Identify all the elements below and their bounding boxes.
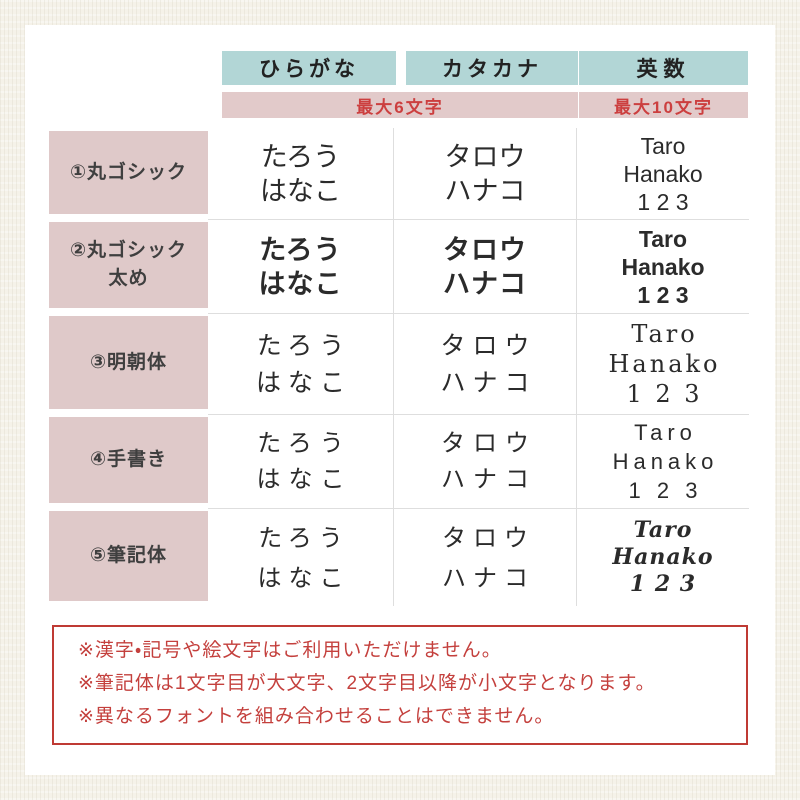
table-row-maru-gothic: ①丸ゴシック たろう はなこ タロウ ハナコ Taro Hanako 1 2 3: [49, 128, 748, 219]
sample-line: 1 2 3: [628, 478, 703, 503]
cell-hiragana: たろう はなこ: [208, 508, 393, 606]
content-card: ひらがな カタカナ 英数 最大6文字 最大10文字 ①丸ゴシック たろう はなこ: [25, 25, 775, 775]
cell-hiragana: たろう はなこ: [208, 128, 393, 219]
sample-line: Taro: [633, 517, 693, 543]
cell-alnum: Taro Hanako 1 2 3: [576, 508, 749, 606]
row-label-cell: ①丸ゴシック: [49, 128, 208, 219]
sample-line: はなこ: [257, 563, 351, 592]
table-row-hikkitai: ⑤筆記体 たろう はなこ タロウ ハナコ Taro Hanako 1 2 3: [49, 508, 749, 606]
sample-line: たろう: [256, 331, 352, 360]
sample-line: タロウ: [442, 523, 535, 552]
row-label-cell: ④手書き: [49, 414, 208, 508]
sample-line: Hanako: [621, 253, 705, 280]
row-label-text-line2: 太め: [108, 268, 149, 289]
sample-line: タロウ: [441, 429, 537, 457]
sample-line: Taro: [640, 132, 686, 159]
sample-line: Taro: [631, 320, 698, 348]
sample-line: Taro: [638, 225, 688, 252]
cell-katakana: タロウ ハナコ: [393, 414, 576, 508]
character-limit-row: 最大6文字 最大10文字: [49, 92, 748, 118]
sample-line: 1 2 3: [637, 281, 689, 308]
note-line-kanji: ※漢字・記号や絵文字はご利用いただけません。: [78, 640, 502, 661]
sample-line: ハナコ: [441, 465, 537, 493]
font-sample-table: ひらがな カタカナ 英数 最大6文字 最大10文字 ①丸ゴシック たろう はなこ: [49, 51, 749, 606]
sample-line: Taro: [634, 420, 697, 445]
row-label: ⑤筆記体: [49, 511, 208, 601]
sample-line: はなこ: [260, 175, 341, 206]
row-label: ①丸ゴシック: [49, 131, 208, 214]
sample-line: 1 2 3: [626, 380, 703, 408]
sample-line: タロウ: [444, 141, 526, 172]
cell-katakana: タロウ ハナコ: [393, 128, 576, 219]
sample-line: たろう: [258, 523, 350, 552]
limit-spacer: [49, 92, 222, 118]
row-label-cell: ②丸ゴシック 太め: [49, 219, 208, 313]
limit-badge-alnum: 最大10文字: [579, 92, 748, 118]
table-row-tegaki: ④手書き たろう はなこ タロウ ハナコ Taro Hanako 1 2 3: [49, 414, 749, 508]
limit-badge-kana: 最大6文字: [222, 92, 578, 118]
cell-katakana: タロウ ハナコ: [393, 508, 576, 606]
table-row-maru-gothic-bold: ②丸ゴシック 太め たろう はなこ タロウ ハナコ Taro Hanako 1 …: [49, 219, 749, 313]
sample-line: たろう: [259, 234, 342, 265]
sample-line: タロウ: [443, 234, 527, 265]
cell-hiragana: たろう はなこ: [208, 313, 393, 414]
note-line-mixing-fonts: ※異なるフォントを組み合わせることはできません。: [78, 706, 555, 727]
row-label-text: ②丸ゴシック: [69, 240, 188, 262]
row-label-text: ⑤筆記体: [89, 545, 168, 567]
cell-hiragana: たろう はなこ: [208, 219, 393, 313]
table-body: ①丸ゴシック たろう はなこ タロウ ハナコ Taro Hanako 1 2 3: [49, 128, 749, 606]
cell-katakana: タロウ ハナコ: [393, 219, 576, 313]
cell-alnum: Taro Hanako 1 2 3: [576, 219, 749, 313]
row-label: ④手書き: [49, 417, 208, 503]
row-label-cell: ⑤筆記体: [49, 508, 208, 606]
sample-line: ハナコ: [440, 368, 537, 397]
column-header-katakana: カタカナ: [406, 51, 578, 85]
row-label-text: ③明朝体: [89, 351, 168, 373]
row-label-text: ④手書き: [89, 449, 168, 471]
row-label-text: ①丸ゴシック: [69, 161, 188, 183]
sample-line: 1 2 3: [629, 571, 697, 597]
row-label-cell: ③明朝体: [49, 313, 208, 414]
sample-line: ハナコ: [444, 175, 526, 206]
sample-line: はなこ: [256, 465, 353, 493]
column-header-row: ひらがな カタカナ 英数: [49, 51, 748, 85]
cell-alnum: Taro Hanako 1 2 3: [576, 313, 749, 414]
column-header-alnum: 英数: [579, 51, 748, 85]
sample-line: Hanako: [612, 449, 719, 474]
header-spacer: [49, 51, 222, 85]
sample-line: タロウ: [440, 331, 537, 360]
sample-line: Hanako: [608, 350, 721, 378]
row-label: ②丸ゴシック 太め: [49, 222, 208, 308]
cell-alnum: Taro Hanako 1 2 3: [576, 414, 749, 508]
sample-line: 1 2 3: [637, 188, 689, 215]
sample-line: ハナコ: [443, 268, 527, 299]
note-line-cursive-case: ※筆記体は1文字目が大文字、2文字目以降が小文字となります。: [78, 673, 656, 694]
row-label: ③明朝体: [49, 316, 208, 409]
cell-katakana: タロウ ハナコ: [393, 313, 576, 414]
table-row-mincho: ③明朝体 たろう はなこ タロウ ハナコ Taro Hanako 1 2 3: [49, 313, 749, 414]
sample-line: Hanako: [623, 160, 703, 187]
sample-line: はなこ: [255, 368, 352, 397]
column-header-hiragana: ひらがな: [222, 51, 396, 85]
cell-alnum: Taro Hanako 1 2 3: [576, 128, 749, 219]
cell-hiragana: たろう はなこ: [208, 414, 393, 508]
sample-line: はなこ: [258, 268, 343, 299]
sample-line: たろう: [257, 429, 352, 457]
sample-line: たろう: [260, 141, 341, 172]
notes-content: ※漢字・記号や絵文字はご利用いただけません。 ※筆記体は1文字目が大文字、2文字…: [54, 627, 746, 727]
sample-line: Hanako: [612, 544, 714, 570]
notes-box: ※漢字・記号や絵文字はご利用いただけません。 ※筆記体は1文字目が大文字、2文字…: [52, 625, 748, 745]
sample-line: ハナコ: [442, 563, 535, 592]
